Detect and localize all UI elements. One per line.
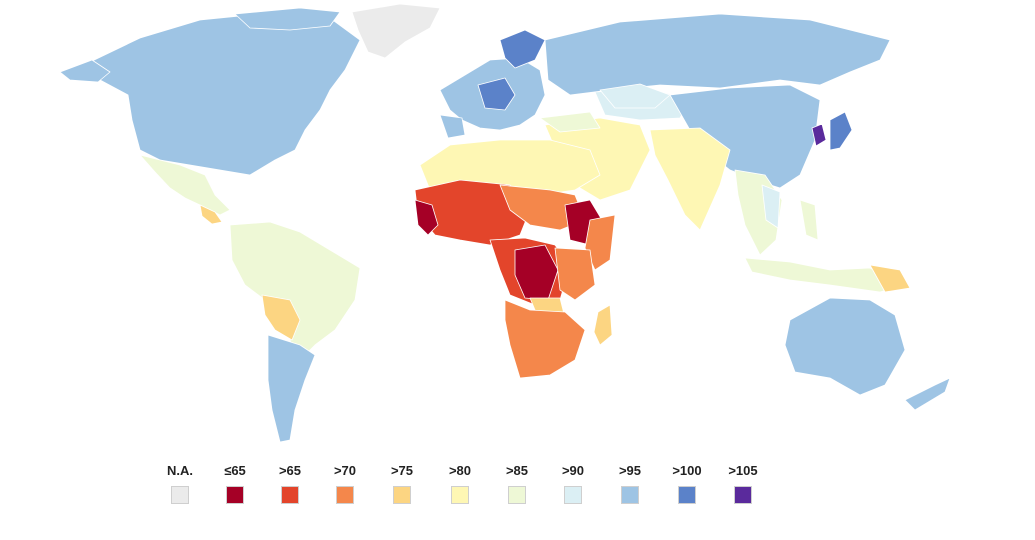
legend-item-gt105: >105: [713, 462, 773, 504]
legend-label: ≤65: [224, 463, 246, 478]
region-central-america: [199, 204, 223, 225]
legend-swatch: [281, 486, 299, 504]
legend-label: >75: [390, 463, 414, 478]
legend-item-gt90: >90: [543, 462, 603, 504]
legend-item-gt70: >70: [315, 462, 375, 504]
legend-item-gt75: >75: [372, 462, 432, 504]
region-philippines: [799, 199, 819, 241]
legend-swatch: [621, 486, 639, 504]
region-korea: [811, 123, 827, 147]
legend-item-gt95: >95: [600, 462, 660, 504]
legend-label: N.A.: [167, 463, 193, 478]
legend-item-gt100: >100: [657, 462, 717, 504]
region-central-europe: [477, 77, 516, 111]
legend-label: >65: [278, 463, 302, 478]
map-legend: N.A. ≤65 >65 >70 >75 >80 >85 >90 >95 >10…: [150, 462, 790, 512]
legend-swatch: [226, 486, 244, 504]
region-east-africa: [554, 247, 596, 301]
legend-swatch: [564, 486, 582, 504]
region-canada-usa: [89, 13, 361, 176]
legend-label: >80: [448, 463, 472, 478]
legend-swatch: [171, 486, 189, 504]
legend-label: >90: [561, 463, 585, 478]
region-southern-cone: [267, 334, 316, 443]
legend-item-gt80: >80: [430, 462, 490, 504]
legend-label: >85: [505, 463, 529, 478]
legend-swatch: [336, 486, 354, 504]
legend-item-na: N.A.: [150, 462, 210, 504]
legend-label: >95: [618, 463, 642, 478]
legend-item-le65: ≤65: [205, 462, 265, 504]
legend-label: >70: [333, 463, 357, 478]
legend-label: >105: [728, 463, 758, 478]
legend-item-gt65: >65: [260, 462, 320, 504]
legend-swatch: [508, 486, 526, 504]
legend-item-gt85: >85: [487, 462, 547, 504]
legend-swatch: [393, 486, 411, 504]
legend-label: >100: [672, 463, 702, 478]
legend-swatch: [451, 486, 469, 504]
region-japan: [829, 111, 853, 151]
region-australia: [784, 297, 906, 396]
region-iberia-uk: [439, 114, 466, 139]
region-vietnam: [761, 184, 781, 229]
region-russia: [544, 13, 891, 96]
region-senegal-guinea: [414, 199, 439, 236]
region-arctic-islands: [234, 7, 341, 31]
region-mongolia-kazakh: [599, 83, 671, 109]
region-papua: [869, 264, 911, 293]
region-madagascar: [593, 304, 613, 346]
region-horn-africa: [584, 214, 616, 271]
region-new-zealand: [904, 377, 951, 411]
region-southern-africa: [504, 299, 586, 379]
legend-swatch: [734, 486, 752, 504]
region-south-asia: [649, 127, 731, 231]
region-south-america-north: [229, 221, 361, 361]
region-greenland: [351, 3, 441, 59]
region-mexico: [139, 154, 231, 216]
region-turkey-caucasus: [539, 111, 601, 133]
legend-swatch: [678, 486, 696, 504]
region-scandinavia: [499, 29, 546, 69]
region-bolivia-paraguay: [261, 294, 301, 341]
region-alaska: [59, 59, 111, 83]
